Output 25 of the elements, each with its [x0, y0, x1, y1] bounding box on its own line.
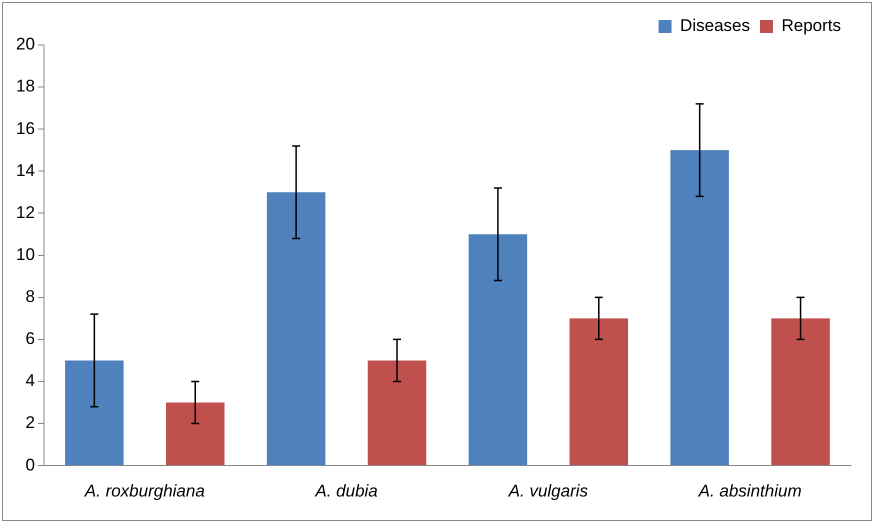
x-tick-label: A. absinthium — [698, 482, 802, 501]
y-tick-label: 12 — [16, 202, 35, 222]
y-tick-label: 20 — [16, 34, 35, 54]
bar — [570, 318, 628, 466]
y-tick-label: 10 — [16, 244, 35, 264]
x-tick-label: A. roxburghiana — [84, 482, 205, 501]
bar — [266, 192, 326, 466]
bar — [468, 234, 528, 466]
bar — [771, 318, 830, 466]
x-tick-label: A. vulgaris — [508, 482, 589, 501]
y-tick-label: 4 — [25, 371, 35, 390]
y-tick-label: 8 — [25, 287, 35, 306]
bar — [65, 360, 124, 466]
legend-label: Diseases — [680, 16, 750, 36]
y-tick-label: 6 — [25, 329, 35, 348]
y-tick-label: 14 — [16, 160, 35, 180]
y-tick-label: 18 — [16, 76, 35, 96]
bar — [670, 150, 729, 466]
y-tick-label: 16 — [16, 118, 35, 138]
bar — [166, 402, 224, 466]
y-tick-label: 0 — [25, 455, 35, 474]
x-tick-label: A. dubia — [314, 482, 378, 501]
bar — [368, 360, 426, 466]
y-tick-label: 2 — [25, 413, 35, 432]
legend-label: Reports — [781, 16, 842, 36]
